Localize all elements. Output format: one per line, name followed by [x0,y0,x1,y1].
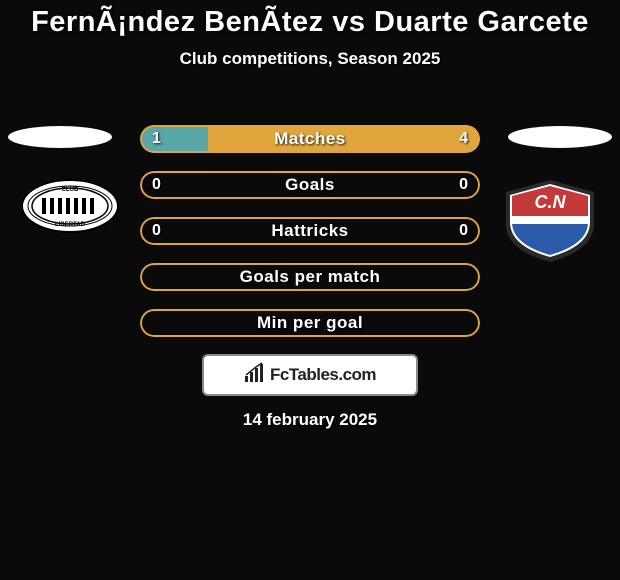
stat-bar-label: Matches [140,129,480,149]
logo-left-top-text: CLUB [62,187,79,193]
stat-bar-row: Goals per match [140,263,480,291]
stat-bar-label: Goals [140,175,480,195]
player-left-head [8,126,112,148]
stat-bar-value-right: 0 [459,176,468,194]
stat-bar-value-left: 1 [152,130,161,148]
stat-bar-row: Goals0 0 [140,171,480,199]
stat-bar-value-right: 0 [459,222,468,240]
subtitle: Club competitions, Season 2025 [0,49,620,69]
club-right-logo: C.N [500,178,600,264]
stat-bar-label: Min per goal [140,313,480,333]
logo-right-text: C.N [535,192,567,212]
stat-bar-value-left: 0 [152,176,161,194]
brand-box: FcTables.com [202,354,418,396]
brand-chart-icon [244,362,266,389]
stat-bar-row: Matches1 4 [140,125,480,153]
stat-bar-label: Goals per match [140,267,480,287]
stat-bar-label: Hattricks [140,221,480,241]
logo-left-bottom-text: LIBERTAD [55,222,86,228]
date-line: 14 february 2025 [0,410,620,430]
stat-bar-value-right: 4 [459,130,468,148]
club-left-logo: CLUB LIBERTAD [20,178,120,234]
brand-text: FcTables.com [270,365,376,385]
stat-bar-value-left: 0 [152,222,161,240]
page-title: FernÃ¡ndez BenÃ­tez vs Duarte Garcete [0,0,620,39]
stat-bar-row: Min per goal [140,309,480,337]
stat-bar-row: Hattricks0 0 [140,217,480,245]
infographic-canvas: FernÃ¡ndez BenÃ­tez vs Duarte Garcete Cl… [0,0,620,580]
player-right-head [508,126,612,148]
stat-bars-area: Matches14Goals00Hattricks00Goals per mat… [140,125,480,355]
